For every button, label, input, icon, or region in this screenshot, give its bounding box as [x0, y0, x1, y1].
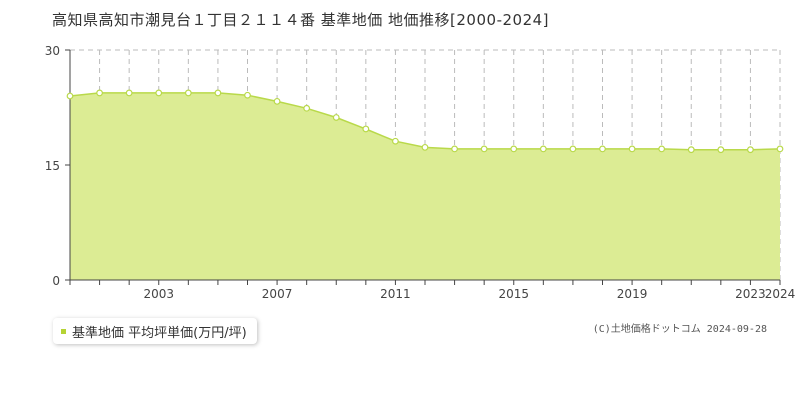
- data-point: [96, 89, 103, 97]
- x-tick-label: 2023: [735, 287, 766, 301]
- y-tick-label: 0: [52, 274, 60, 288]
- tick-labels: 0 15 30 2003 2007 2011 2015 2019 2023 2024: [45, 44, 796, 301]
- x-tick-label: 2007: [262, 287, 293, 301]
- x-tick-label: 2003: [143, 287, 174, 301]
- data-point: [747, 146, 754, 154]
- data-point: [362, 125, 370, 133]
- data-point: [717, 146, 725, 154]
- chart-title: 高知県高知市潮見台１丁目２１１４番 基準地価 地価推移[2000-2024]: [52, 11, 550, 29]
- data-point: [480, 145, 488, 153]
- data-point: [66, 92, 74, 100]
- data-point: [569, 145, 577, 153]
- data-point: [776, 145, 784, 153]
- data-point: [155, 89, 163, 97]
- data-point: [599, 145, 606, 153]
- data-point: [658, 145, 666, 153]
- legend-label: 基準地価 平均坪単価(万円/坪): [72, 325, 247, 341]
- data-point: [628, 145, 636, 153]
- area-series: [69, 92, 781, 281]
- x-tick-label: 2019: [617, 287, 648, 301]
- data-point: [303, 104, 311, 112]
- y-tick-label: 30: [45, 44, 60, 58]
- data-point: [273, 97, 281, 105]
- data-point: [214, 89, 222, 97]
- data-points: [66, 89, 784, 154]
- x-tick-label: 2024: [765, 287, 796, 301]
- x-tick-label: 2015: [498, 287, 529, 301]
- data-point: [451, 145, 458, 153]
- y-tick-label: 15: [45, 159, 60, 173]
- data-point: [539, 145, 547, 153]
- data-point: [332, 114, 340, 121]
- legend-swatch: [61, 328, 66, 334]
- series-area-fill: [70, 92, 780, 281]
- credit-text: (C)土地価格ドットコム 2024-09-28: [592, 324, 767, 335]
- data-point: [125, 89, 133, 97]
- data-point: [392, 137, 399, 145]
- data-point: [244, 91, 251, 99]
- data-point: [184, 89, 192, 97]
- axes: [65, 49, 781, 285]
- legend: 基準地価 平均坪単価(万円/坪): [53, 318, 257, 344]
- data-point: [421, 143, 429, 151]
- data-point: [687, 146, 695, 154]
- x-tick-label: 2011: [380, 287, 411, 301]
- data-point: [510, 145, 518, 153]
